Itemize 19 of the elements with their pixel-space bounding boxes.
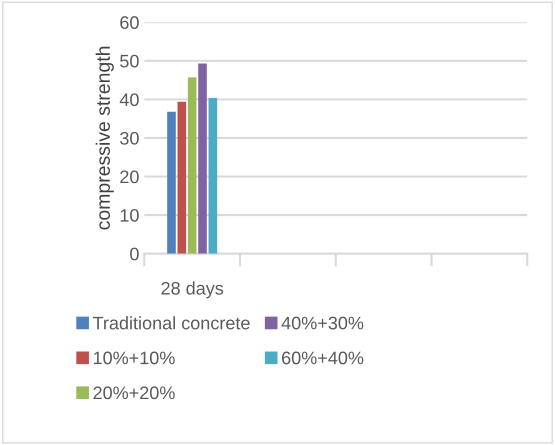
bar bbox=[178, 102, 186, 254]
legend-label: 40%+30% bbox=[282, 316, 364, 330]
legend-label: 20%+20% bbox=[93, 386, 175, 400]
y-tick-label: 60 bbox=[120, 16, 139, 29]
y-tick-label: 40 bbox=[120, 93, 139, 106]
y-tick-label: 50 bbox=[120, 54, 139, 68]
y-axis-title: compressive strength bbox=[96, 46, 114, 230]
legend-label: Traditional concrete bbox=[92, 316, 250, 330]
bar bbox=[188, 77, 196, 254]
bar bbox=[198, 64, 207, 254]
bar bbox=[208, 98, 218, 254]
x-tick-label: 28 days bbox=[161, 281, 224, 298]
y-tick-label: 20 bbox=[120, 170, 139, 184]
y-tick-label: 30 bbox=[120, 132, 139, 145]
legend-label: 60%+40% bbox=[282, 352, 364, 364]
bar bbox=[167, 112, 176, 254]
y-tick-label: 0 bbox=[130, 248, 139, 260]
y-tick-label: 10 bbox=[120, 209, 139, 222]
legend-label: 10%+10% bbox=[94, 352, 175, 364]
